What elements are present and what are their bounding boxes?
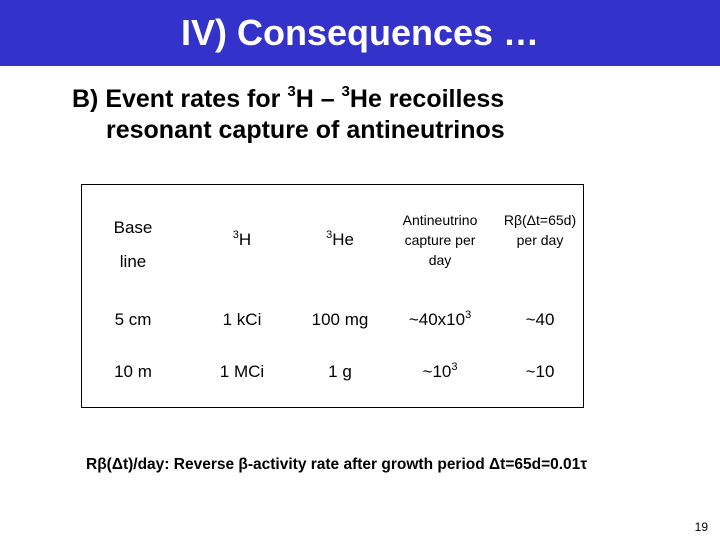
row1-capture: ~40x103 xyxy=(385,309,495,331)
he3-mass-number: 3 xyxy=(341,83,350,100)
row2-h3: 1 MCi xyxy=(219,362,265,381)
row1-capture-base: ~40x10 xyxy=(408,310,466,329)
slide-title: IV) Consequences … xyxy=(180,12,540,53)
header-capture-line2: capture per xyxy=(404,232,476,248)
row2-capture: ~103 xyxy=(385,361,495,383)
header-he3-mass: 3 xyxy=(326,229,333,241)
page-number: 19 xyxy=(694,520,708,534)
slide-subtitle: B) Event rates for 3H – 3He recoilless r… xyxy=(72,84,692,146)
header-h3-mass: 3 xyxy=(232,229,239,241)
row2-baseline: 10 m xyxy=(114,362,152,381)
event-rates-table: Base line 3H 3He Antineutrino capture pe… xyxy=(81,184,584,408)
row1-h3: 1 kCi xyxy=(222,310,262,329)
header-rbeta: Rβ(Δt=65d) per day xyxy=(490,210,590,250)
row1-baseline: 5 cm xyxy=(114,310,152,329)
he3-symbol: He recoilless xyxy=(349,85,505,113)
header-he3-symbol: He xyxy=(332,230,354,249)
title-bar xyxy=(0,0,720,66)
header-h3: 3H xyxy=(192,229,292,251)
row2-capture-exponent: 3 xyxy=(451,361,458,373)
footnote: Rβ(Δt)/day: Reverse β-activity rate afte… xyxy=(86,456,588,473)
header-baseline-line1: Base xyxy=(113,218,153,237)
header-h3-symbol: H xyxy=(238,230,252,249)
row2-capture-base: ~10 xyxy=(422,362,452,381)
row2-rbeta: ~10 xyxy=(525,362,555,381)
h3-symbol: H – xyxy=(295,85,342,113)
h3-mass-number: 3 xyxy=(287,83,296,100)
header-baseline: Base line xyxy=(88,217,178,273)
row1-rbeta: ~40 xyxy=(525,310,555,329)
row2-he3: 1 g xyxy=(328,362,352,381)
header-baseline-line2: line xyxy=(119,252,147,271)
row1-he3: 100 mg xyxy=(311,310,369,329)
header-rbeta-line1: Rβ(Δt=65d) xyxy=(503,212,577,228)
header-rbeta-line2: per day xyxy=(516,232,564,248)
header-capture: Antineutrino capture per day xyxy=(385,210,495,270)
row1-capture-exponent: 3 xyxy=(465,309,472,321)
header-capture-line1: Antineutrino xyxy=(402,212,478,228)
header-he3: 3He xyxy=(290,229,390,251)
subtitle-prefix: B) Event rates for xyxy=(72,85,288,113)
subtitle-line-2: resonant capture of antineutrinos xyxy=(106,116,505,144)
header-capture-line3: day xyxy=(428,252,452,268)
